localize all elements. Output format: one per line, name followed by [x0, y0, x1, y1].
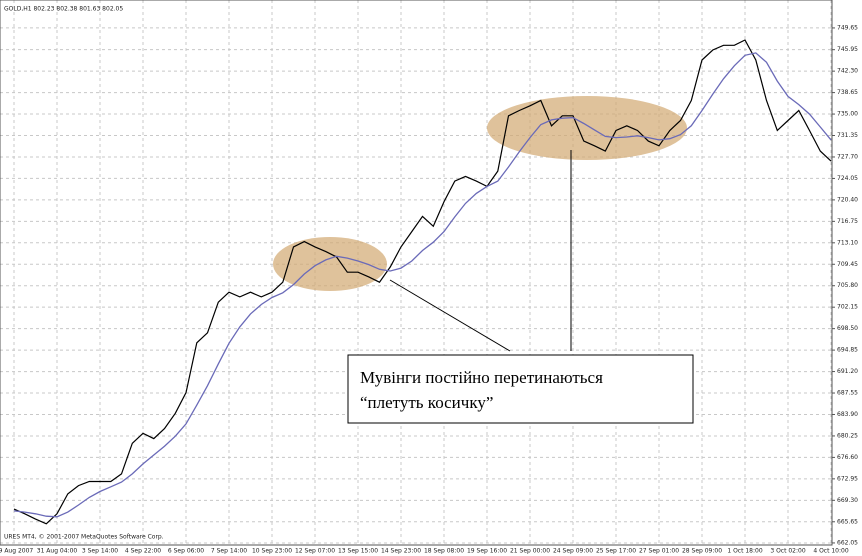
- x-tick-label: 4 Sep 22:00: [125, 548, 161, 555]
- y-tick-label: 669.30: [837, 497, 858, 504]
- y-tick-label: 720.40: [837, 196, 858, 203]
- plot: [13, 39, 832, 525]
- x-tick-label: 25 Sep 17:00: [596, 548, 636, 555]
- y-tick-label: 749.65: [837, 24, 858, 31]
- y-tick-label: 687.55: [837, 390, 858, 397]
- y-tick-label: 724.05: [837, 175, 858, 182]
- x-tick-label: 6 Sep 06:00: [168, 548, 204, 555]
- y-tick-label: 709.45: [837, 261, 858, 268]
- y-tick-label: 727.70: [837, 153, 858, 160]
- y-tick-label: 731.35: [837, 132, 858, 139]
- x-tick-label: 3 Sep 14:00: [82, 548, 118, 555]
- y-tick-label: 694.85: [837, 347, 858, 354]
- x-tick-label: 24 Sep 09:00: [553, 548, 593, 555]
- y-tick-label: 672.95: [837, 475, 858, 482]
- y-tick-label: 698.50: [837, 325, 858, 332]
- plot-frame: [0, 0, 833, 546]
- y-tick-label: 691.20: [837, 368, 858, 375]
- x-tick-label: 1 Oct 18:00: [727, 548, 762, 555]
- y-tick-label: 665.65: [837, 518, 858, 525]
- x-tick-label: 13 Sep 15:00: [338, 548, 378, 555]
- y-tick-label: 662.05: [837, 539, 858, 546]
- x-tick-label: 10 Sep 23:00: [252, 548, 292, 555]
- x-tick-label: 18 Sep 08:00: [424, 548, 464, 555]
- y-tick-label: 680.25: [837, 432, 858, 439]
- price-line: [13, 39, 832, 525]
- x-tick-label: 21 Sep 00:00: [510, 548, 550, 555]
- y-tick-label: 735.00: [837, 111, 858, 118]
- annotation-text: Мувінги постійно перетинаються: [360, 368, 603, 387]
- annotation-box: [347, 354, 694, 424]
- price-line: [13, 52, 832, 518]
- y-tick-label: 676.60: [837, 454, 858, 461]
- x-tick-label: 29 Aug 2007: [0, 548, 33, 555]
- x-tick-label: 3 Oct 02:00: [770, 548, 805, 555]
- y-tick-label: 713.10: [837, 239, 858, 246]
- y-tick-label: 742.30: [837, 68, 858, 75]
- x-tick-label: 31 Aug 04:00: [37, 548, 78, 555]
- y-tick-label: 683.90: [837, 411, 858, 418]
- x-tick-label: 19 Sep 16:00: [467, 548, 507, 555]
- chart-title: GOLD,H1 802.23 802.38 801.63 802.05: [4, 6, 123, 13]
- pointer-line: [389, 279, 511, 352]
- x-tick-label: 27 Sep 01:00: [639, 548, 679, 555]
- x-tick-label: 7 Sep 14:00: [211, 548, 247, 555]
- annotation-text: “плетуть косичку”: [360, 393, 493, 412]
- y-tick-label: 738.65: [837, 89, 858, 96]
- x-tick-label: 28 Sep 09:00: [682, 548, 722, 555]
- highlight-ellipse: [487, 96, 687, 160]
- highlight-ellipse: [273, 237, 387, 291]
- y-tick-label: 716.75: [837, 218, 858, 225]
- y-tick-label: 745.95: [837, 46, 858, 53]
- x-tick-label: 12 Sep 07:00: [295, 548, 335, 555]
- y-tick-label: 702.15: [837, 304, 858, 311]
- y-tick-label: 705.80: [837, 282, 858, 289]
- copyright: URES MT4, © 2001-2007 MetaQuotes Softwar…: [4, 534, 164, 541]
- x-tick-label: 14 Sep 23:00: [381, 548, 421, 555]
- x-tick-label: 4 Oct 10:00: [813, 548, 848, 555]
